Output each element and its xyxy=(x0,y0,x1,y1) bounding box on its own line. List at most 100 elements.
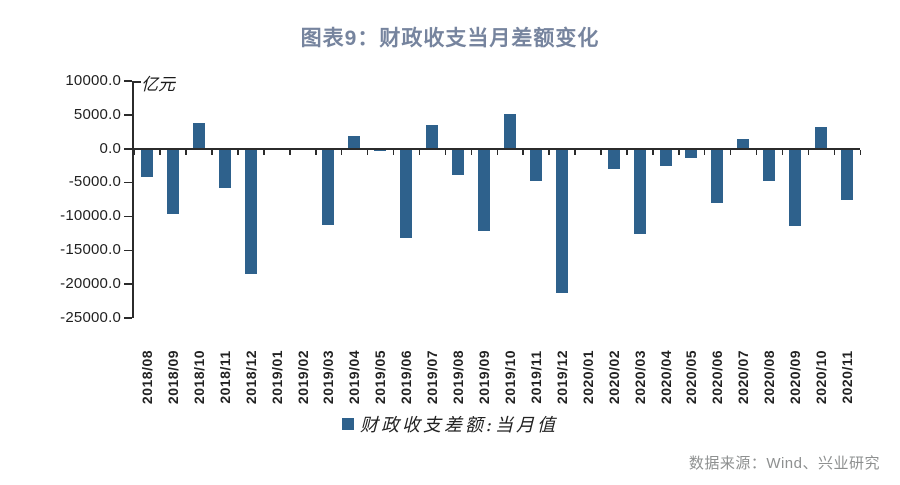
x-tick-mark xyxy=(729,149,732,155)
x-tick-mark xyxy=(159,149,161,155)
legend-label: 财政收支差额:当月值 xyxy=(359,415,559,436)
x-tick-label: 2019/01 xyxy=(268,349,285,405)
x-tick-mark xyxy=(522,149,524,155)
x-tick-mark xyxy=(470,149,473,155)
y-tick-label: -15000.0 xyxy=(60,241,121,259)
x-tick-label: 2019/03 xyxy=(320,349,337,405)
x-tick-label: 2020/03 xyxy=(631,349,648,405)
x-tick-mark xyxy=(237,149,239,155)
bar xyxy=(503,113,516,149)
x-tick-mark xyxy=(652,149,654,155)
x-tick-label: 2018/08 xyxy=(138,349,155,405)
x-tick-label: 2020/07 xyxy=(735,349,752,405)
bar xyxy=(529,149,542,182)
x-tick-label: 2020/09 xyxy=(787,349,804,405)
y-axis-end-tick xyxy=(134,80,141,83)
y-tick-label: 10000.0 xyxy=(65,71,121,89)
bar xyxy=(400,149,413,238)
bar xyxy=(737,139,750,149)
y-axis-unit-label: 亿元 xyxy=(141,75,175,95)
x-tick-mark xyxy=(315,149,317,155)
bar xyxy=(166,149,179,214)
data-source-note: 数据来源：Wind、兴业研究 xyxy=(688,455,880,472)
x-tick-label: 2019/02 xyxy=(294,349,311,405)
bar xyxy=(789,149,802,227)
bar xyxy=(348,135,361,149)
x-tick-label: 2020/08 xyxy=(761,349,778,405)
x-tick-mark xyxy=(496,149,498,155)
x-tick-label: 2019/06 xyxy=(398,349,415,405)
y-tick-mark xyxy=(124,114,132,116)
bar xyxy=(763,149,776,181)
y-tick-mark xyxy=(124,181,132,184)
y-tick-mark xyxy=(124,317,132,319)
bar xyxy=(426,125,439,149)
x-tick-label: 2018/12 xyxy=(242,349,259,405)
x-tick-label: 2019/09 xyxy=(476,349,493,405)
x-tick-label: 2019/07 xyxy=(424,349,441,405)
bar xyxy=(633,149,646,235)
x-tick-label: 2020/01 xyxy=(579,349,596,405)
bar xyxy=(659,149,672,166)
legend: 财政收支差额:当月值 xyxy=(0,413,900,436)
y-tick-mark xyxy=(124,249,132,252)
x-tick-mark xyxy=(340,149,343,155)
x-tick-mark xyxy=(678,149,680,155)
legend-swatch-icon xyxy=(341,418,354,430)
bar xyxy=(218,149,231,189)
x-tick-mark xyxy=(366,149,369,155)
x-tick-label: 2020/11 xyxy=(839,350,856,404)
bar xyxy=(140,149,153,177)
y-tick-mark xyxy=(124,215,132,218)
x-tick-label: 2018/11 xyxy=(216,350,233,404)
bar xyxy=(244,149,257,275)
x-tick-mark xyxy=(418,149,421,155)
x-tick-mark xyxy=(444,149,447,155)
x-tick-mark xyxy=(833,149,836,155)
y-axis-line xyxy=(132,80,134,318)
x-tick-label: 2020/04 xyxy=(657,349,674,405)
x-tick-label: 2020/10 xyxy=(813,349,830,405)
y-tick-mark xyxy=(124,148,132,150)
x-tick-mark xyxy=(392,149,395,155)
bar xyxy=(478,149,491,231)
x-tick-mark xyxy=(703,149,706,155)
y-tick-mark xyxy=(124,283,132,285)
x-tick-mark xyxy=(755,149,758,155)
bar xyxy=(685,149,698,159)
x-tick-mark xyxy=(548,149,550,155)
bar xyxy=(452,149,465,175)
bar xyxy=(711,149,724,203)
y-tick-label: -5000.0 xyxy=(68,173,121,191)
x-tick-label: 2018/09 xyxy=(164,349,181,405)
x-tick-label: 2019/12 xyxy=(553,349,570,405)
x-tick-mark xyxy=(781,149,784,155)
x-tick-mark xyxy=(211,149,213,155)
x-tick-mark xyxy=(289,149,291,155)
x-tick-label: 2019/05 xyxy=(372,349,389,405)
y-tick-label: -20000.0 xyxy=(60,274,121,292)
bar xyxy=(374,149,387,151)
x-tick-label: 2020/05 xyxy=(683,349,700,405)
x-tick-label: 2018/10 xyxy=(190,349,207,405)
x-tick-mark xyxy=(859,149,861,155)
x-tick-label: 2020/06 xyxy=(709,349,726,405)
bar xyxy=(607,149,620,170)
bar xyxy=(555,149,568,294)
x-tick-mark xyxy=(626,149,628,155)
x-tick-mark xyxy=(185,149,187,155)
x-tick-label: 2019/04 xyxy=(346,349,363,405)
x-tick-mark xyxy=(263,149,265,155)
bar xyxy=(322,149,335,225)
y-tick-label: -10000.0 xyxy=(60,207,121,225)
y-tick-label: -25000.0 xyxy=(60,308,121,326)
y-tick-label: 5000.0 xyxy=(73,105,121,123)
x-tick-mark xyxy=(600,149,602,155)
bar xyxy=(841,149,854,201)
y-tick-mark xyxy=(124,80,132,82)
x-axis-zero-line xyxy=(132,147,860,150)
x-tick-label: 2020/02 xyxy=(605,349,622,405)
x-tick-mark xyxy=(807,149,810,155)
x-tick-label: 2019/11 xyxy=(527,350,544,404)
